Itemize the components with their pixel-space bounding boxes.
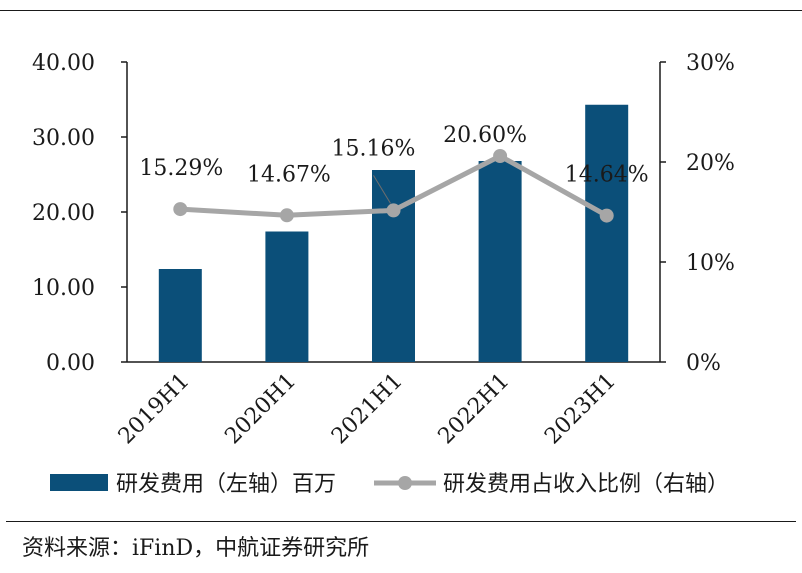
x-tick-label: 2021H1	[327, 369, 408, 450]
ratio-point-2021H1	[386, 203, 401, 218]
right-tick-label: 20%	[686, 151, 735, 176]
bar-2021H1	[372, 170, 415, 362]
bar-2020H1	[265, 231, 309, 362]
legend: 研发费用（左轴）百万 研发费用占收入比例（右轴）	[50, 472, 729, 497]
ratio-point-2019H1	[173, 202, 188, 217]
x-tick-label: 2019H1	[114, 369, 195, 450]
left-tick-label: 40.00	[32, 51, 95, 76]
top-rule	[0, 10, 802, 11]
legend-bar-swatch	[50, 474, 108, 491]
legend-line-label: 研发费用占收入比例（右轴）	[443, 472, 729, 497]
bars	[158, 104, 629, 362]
left-tick-label: 10.00	[32, 276, 95, 301]
chart: 0.00 10.00 20.00 30.00 40.00 0% 10% 20% 30% 2019H…	[32, 51, 735, 497]
ratio-label: 15.16%	[332, 136, 416, 161]
right-tick-label: 10%	[686, 251, 735, 276]
left-tick-label: 0.00	[46, 351, 95, 376]
ratio-label: 15.29%	[139, 156, 223, 181]
ratio-label: 14.67%	[247, 162, 331, 187]
source-note: 资料来源：iFinD，中航证券研究所	[22, 536, 370, 561]
data-labels: 15.29% 14.67%15.16% 20.60% 14.64%	[139, 123, 649, 204]
ratio-label: 14.64%	[565, 163, 649, 188]
bar-2019H1	[158, 269, 202, 362]
left-tick-label: 30.00	[32, 126, 95, 151]
left-tick-label: 20.00	[32, 201, 95, 226]
right-tick-label: 30%	[686, 51, 735, 76]
bar-2023H1	[585, 104, 629, 362]
x-tick-label: 2023H1	[540, 369, 621, 450]
bar-2022H1	[478, 161, 522, 362]
ratio-point-2022H1	[493, 149, 508, 163]
ratio-line	[173, 149, 614, 223]
ratio-point-2020H1	[279, 208, 294, 223]
ratio-point-2023H1	[599, 208, 614, 223]
legend-bar-label: 研发费用（左轴）百万	[116, 472, 336, 497]
ratio-label: 20.60%	[443, 123, 527, 148]
right-tick-label: 0%	[686, 351, 721, 376]
bottom-rule	[6, 521, 796, 522]
legend-line-marker	[398, 476, 412, 490]
leader-line	[373, 175, 391, 204]
x-tick-label: 2022H1	[434, 369, 515, 450]
x-tick-label: 2020H1	[220, 369, 301, 450]
